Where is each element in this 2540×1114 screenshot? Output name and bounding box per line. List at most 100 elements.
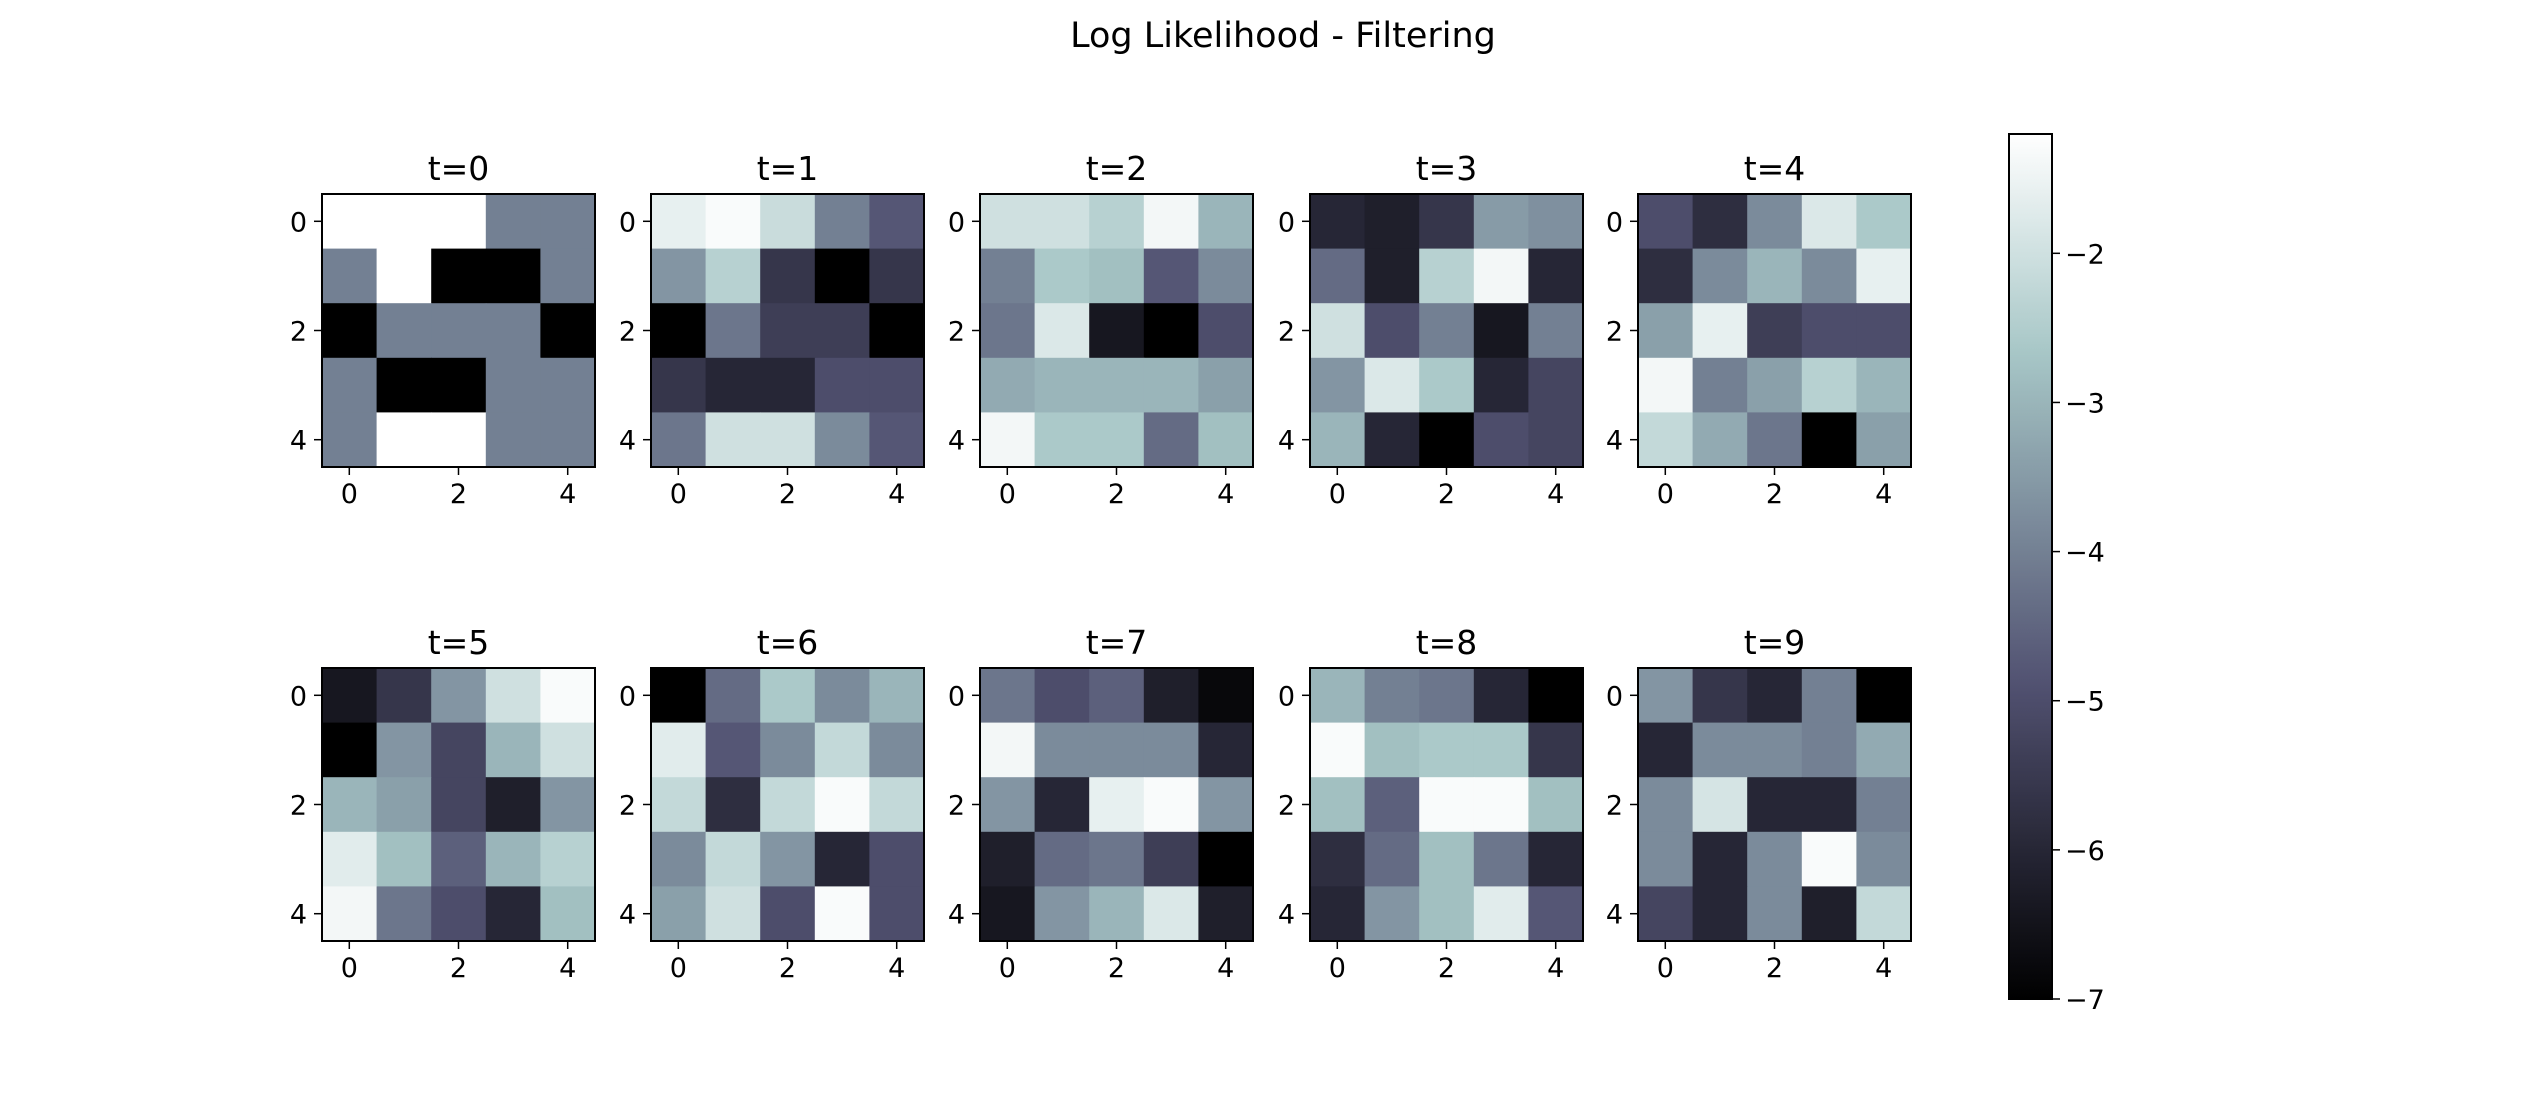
heatmap-cell [322, 777, 378, 833]
x-tick-label: 0 [1329, 953, 1346, 984]
heatmap-cell [1419, 357, 1475, 413]
heatmap-cell [651, 777, 707, 833]
heatmap-cell [376, 248, 432, 304]
heatmap-cell [1856, 777, 1912, 833]
heatmap-cell [1692, 886, 1748, 942]
heatmap-cell [760, 194, 816, 250]
heatmap-cell [1419, 668, 1475, 724]
heatmap-cell [1198, 194, 1254, 250]
colorbar-tick-label: −6 [2065, 836, 2105, 867]
x-tick-label: 2 [1108, 953, 1125, 984]
heatmap-cell [1419, 886, 1475, 942]
heatmap-cell [705, 668, 761, 724]
heatmap-cell [1692, 357, 1748, 413]
heatmap-cell [485, 194, 541, 250]
heatmap-cell [705, 831, 761, 887]
heatmap-cell [1034, 412, 1090, 468]
heatmap-cell [814, 357, 870, 413]
panel-title: t=4 [1744, 149, 1806, 188]
heatmap-cell [1747, 777, 1803, 833]
heatmap-cell [1034, 886, 1090, 942]
heatmap-cell [1310, 303, 1366, 359]
heatmap-panel: t=5 0 2 4 0 2 4 [290, 623, 596, 984]
x-tick-label: 4 [1875, 479, 1892, 510]
heatmap-cell [1801, 412, 1857, 468]
heatmap-cell [1198, 722, 1254, 778]
y-tick-label: 0 [290, 207, 307, 238]
heatmap-cell [1692, 303, 1748, 359]
y-tick-label: 4 [619, 900, 636, 931]
y-tick-label: 2 [1278, 791, 1295, 822]
heatmap-cell [980, 194, 1036, 250]
heatmap-cell [651, 357, 707, 413]
heatmap-cell [814, 668, 870, 724]
heatmap-cell [322, 412, 378, 468]
heatmap-cell [540, 831, 596, 887]
heatmap-cell [651, 668, 707, 724]
heatmap-cell [651, 831, 707, 887]
heatmap-cell [980, 668, 1036, 724]
heatmap-cell [1473, 412, 1529, 468]
heatmap-cell [431, 886, 487, 942]
heatmap-cell [431, 248, 487, 304]
heatmap-cell [1473, 248, 1529, 304]
heatmap-cell [1747, 831, 1803, 887]
y-tick-label: 4 [1606, 426, 1623, 457]
heatmap-cell [651, 886, 707, 942]
heatmap-cell [485, 886, 541, 942]
y-tick-label: 4 [1278, 426, 1295, 457]
heatmap-cell [1747, 248, 1803, 304]
x-tick-label: 4 [1217, 953, 1234, 984]
x-tick-label: 4 [559, 479, 576, 510]
heatmap-cell [760, 777, 816, 833]
heatmap-cell [376, 668, 432, 724]
heatmap-cell [1856, 831, 1912, 887]
heatmap-cell [1528, 357, 1584, 413]
heatmap-panel: t=4 0 2 4 0 2 4 [1606, 149, 1912, 510]
heatmap-cell [1419, 412, 1475, 468]
heatmap-cell [1801, 668, 1857, 724]
x-tick-label: 0 [1657, 953, 1674, 984]
heatmap-cell [651, 303, 707, 359]
y-tick-label: 0 [948, 681, 965, 712]
heatmap-cell [869, 886, 925, 942]
y-tick-label: 0 [948, 207, 965, 238]
y-tick-label: 4 [1606, 900, 1623, 931]
heatmap-cell [485, 357, 541, 413]
heatmap-cell [651, 248, 707, 304]
heatmap-cell [1856, 357, 1912, 413]
heatmap-cell [1638, 248, 1694, 304]
heatmap-cell [1419, 777, 1475, 833]
heatmap-cell [376, 831, 432, 887]
heatmap-cell [1528, 194, 1584, 250]
x-tick-label: 2 [1438, 953, 1455, 984]
heatmap-cell [1419, 248, 1475, 304]
heatmap-cell [869, 303, 925, 359]
x-tick-label: 0 [341, 479, 358, 510]
colorbar-gradient [2008, 133, 2053, 1000]
y-tick-label: 2 [290, 791, 307, 822]
heatmap-cell [1364, 777, 1420, 833]
y-tick-label: 4 [1278, 900, 1295, 931]
heatmap-cell [705, 303, 761, 359]
heatmap-cell [1692, 248, 1748, 304]
panel-title: t=2 [1086, 149, 1148, 188]
heatmap-cell [1638, 722, 1694, 778]
x-tick-label: 4 [1547, 953, 1564, 984]
heatmap-cell [651, 194, 707, 250]
heatmap-cell [1089, 831, 1145, 887]
heatmap-cell [869, 357, 925, 413]
heatmap-cell [1034, 303, 1090, 359]
heatmap-cell [1747, 668, 1803, 724]
heatmap-cell [814, 194, 870, 250]
panel-title: t=0 [428, 149, 490, 188]
heatmap-cell [1310, 668, 1366, 724]
heatmap-cell [1801, 886, 1857, 942]
heatmap-cell [1143, 722, 1199, 778]
heatmap-cell [540, 194, 596, 250]
heatmap-cell [1801, 777, 1857, 833]
heatmap-cell [1856, 248, 1912, 304]
heatmap-cell [431, 831, 487, 887]
panel-title: t=5 [428, 623, 490, 662]
